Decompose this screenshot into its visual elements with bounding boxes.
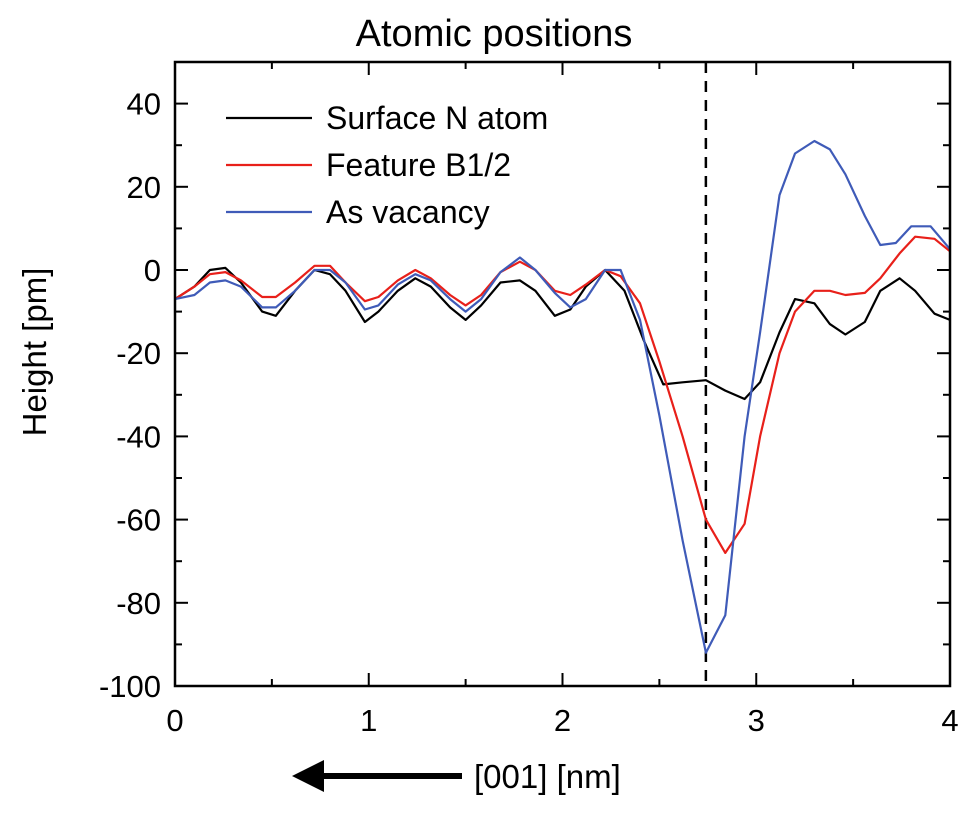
y-axis-label: Height [pm] (16, 268, 53, 437)
legend: Surface N atom Feature B1/2 As vacancy (226, 100, 548, 230)
x-tick-label: 1 (360, 703, 377, 738)
y-tick-label: -80 (116, 586, 161, 621)
direction-arrow-head (292, 760, 324, 792)
y-tick-label: -100 (99, 669, 161, 704)
series-line-3 (175, 139, 950, 654)
axis-ticks (174, 61, 951, 687)
series-line-2 (175, 235, 950, 555)
y-tick-label: -40 (116, 419, 161, 454)
direction-arrow (292, 760, 462, 792)
y-tick-label: -20 (116, 336, 161, 371)
axis-tick-labels: 0 1 2 3 4 -100 -80 -60 -40 -20 0 20 40 (99, 87, 959, 738)
y-tick-label: 40 (127, 87, 161, 122)
x-tick-label: 2 (554, 703, 571, 738)
plot-lines (175, 62, 950, 686)
legend-label: As vacancy (326, 194, 490, 230)
y-tick-label: 0 (144, 253, 161, 288)
y-tick-label: 20 (127, 170, 161, 205)
chart-title: Atomic positions (356, 13, 633, 55)
x-tick-label: 0 (166, 703, 183, 738)
series-line-1 (175, 266, 950, 401)
y-tick-label: -60 (116, 503, 161, 538)
x-axis-label: [001] [nm] (474, 758, 621, 795)
legend-label: Feature B1/2 (326, 147, 511, 183)
x-tick-label: 3 (748, 703, 765, 738)
legend-label: Surface N atom (326, 100, 548, 136)
x-tick-label: 4 (941, 703, 958, 738)
